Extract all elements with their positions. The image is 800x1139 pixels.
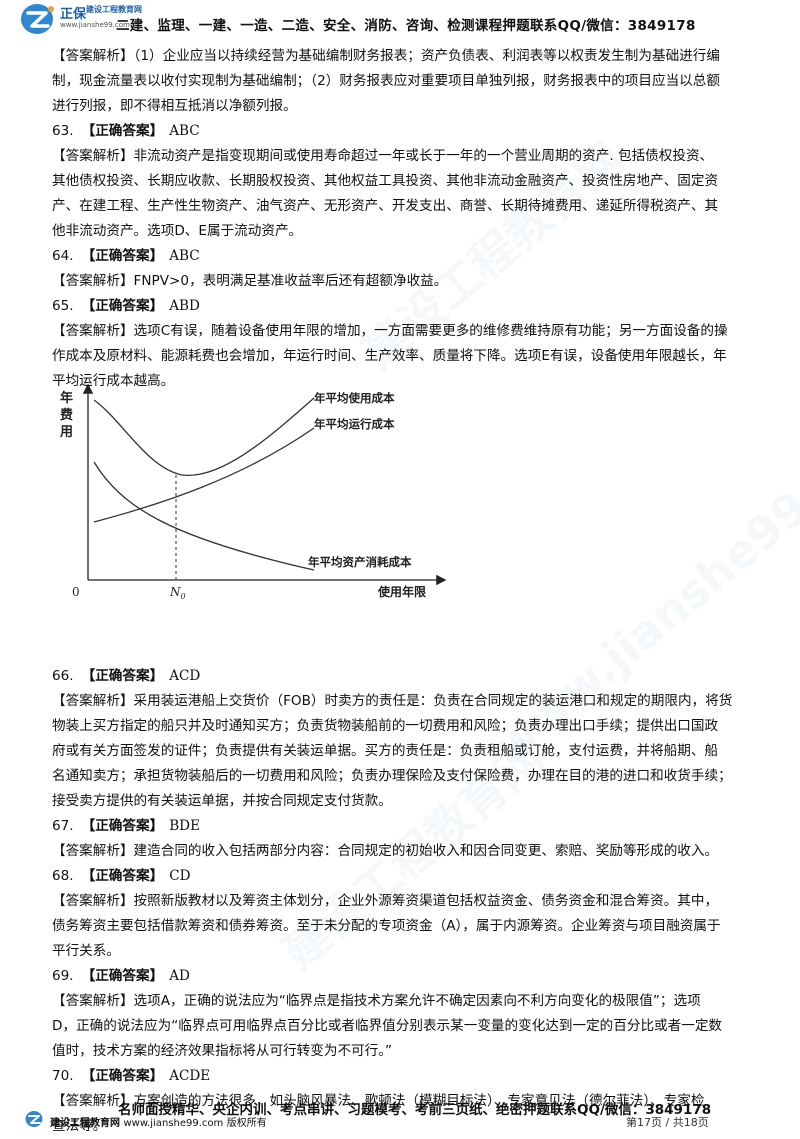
question-number: 67. bbox=[52, 818, 74, 834]
answer-label: 【正确答案】 bbox=[81, 968, 164, 984]
question-number: 70. bbox=[52, 1068, 74, 1084]
text-line: 他非流动资产。选项D、E属于流动资产。 bbox=[52, 223, 303, 239]
text-line: 产、在建工程、生产性生物资产、油气资产、无形资产、开发支出、商誉、长期待摊费用、… bbox=[52, 198, 719, 214]
answer-label: 【正确答案】 bbox=[81, 1068, 164, 1084]
origin-label: 0 bbox=[72, 585, 80, 599]
text-line: 制，现金流量表以收付实现制为基础编制；（2）财务报表应对重要项目单独列报，财务报… bbox=[52, 73, 720, 89]
question-number: 64. bbox=[52, 248, 74, 264]
answer-value: BDE bbox=[169, 818, 200, 834]
answer-value: ACD bbox=[169, 668, 201, 684]
brand-name: 正保 bbox=[60, 7, 87, 22]
page-number: 第17页 / 共18页 bbox=[626, 1116, 709, 1129]
header-contact-text: 二建、监理、一建、一造、二造、安全、消防、咨询、检测课程押题联系QQ/微信：38… bbox=[116, 18, 696, 34]
answer-label: 【正确答案】 bbox=[81, 868, 164, 884]
text-line: 查法等。 bbox=[52, 1118, 107, 1134]
text-line: 府或有关方面签发的证件；负责提供有关装运单据。买方的责任是：负责租船或订舱，支付… bbox=[52, 743, 719, 759]
y-axis-label-char: 年 bbox=[60, 390, 73, 406]
brand-subtitle: 建设工程教育网 bbox=[86, 5, 142, 14]
n0-subscript: 0 bbox=[181, 592, 186, 601]
answer-label: 【正确答案】 bbox=[81, 123, 164, 139]
text-line: 名通知卖方；承担货物装船后的一切费用和风险；负责办理保险及支付保险费，办理在目的… bbox=[52, 768, 732, 784]
question-68-answer: 68. 【正确答案】 CD bbox=[52, 864, 757, 889]
text-line: 接受卖方提供的有关装运单据，并按合同规定支付货款。 bbox=[52, 793, 392, 809]
question-63-answer: 63. 【正确答案】 ABC bbox=[52, 119, 757, 144]
answer-value: CD bbox=[169, 868, 191, 884]
text-line: D，正确的说法应为“临界点可用临界点百分比或者临界值分别表示某一变量的变化达到一… bbox=[52, 1018, 723, 1034]
series-line-annual-depreciation-cost bbox=[93, 461, 315, 571]
footer-brand-name: 建设工程教育网 bbox=[50, 1118, 120, 1129]
text-line: 值时，技术方案的经济效果指标将从可行转变为不可行。” bbox=[52, 1043, 393, 1059]
intro-explanation: 【答案解析】（1）企业应当以持续经营为基础编制财务报表；资产负债表、利润表等以权… bbox=[52, 44, 757, 119]
y-axis-label: 年费用 bbox=[59, 390, 73, 440]
footer-logo-icon bbox=[25, 1111, 43, 1127]
footer-rights: 版权所有 bbox=[226, 1118, 267, 1129]
answer-value: AD bbox=[169, 968, 190, 984]
answer-label: 【正确答案】 bbox=[81, 248, 164, 264]
text-line: 【答案解析】（1）企业应当以持续经营为基础编制财务报表；资产负债表、利润表等以权… bbox=[52, 48, 720, 64]
n0-main: N bbox=[169, 585, 181, 599]
question-number: 65. bbox=[52, 298, 74, 314]
series-label-annual-depreciation-cost: 年平均资产消耗成本 bbox=[308, 555, 412, 569]
question-66-answer: 66. 【正确答案】 ACD bbox=[52, 664, 757, 689]
answer-value: ABC bbox=[169, 123, 200, 139]
page-header: 正保 建设工程教育网 www.jianshe99.com 二建、监理、一建、一造… bbox=[0, 0, 800, 44]
brand-url: www.jianshe99.com bbox=[60, 21, 130, 29]
question-number: 69. bbox=[52, 968, 74, 984]
answer-value: ABC bbox=[169, 248, 200, 264]
series-line-annual-operating-cost bbox=[93, 427, 315, 523]
y-axis-label-char: 用 bbox=[59, 425, 73, 440]
brand-logo-icon bbox=[21, 4, 54, 34]
text-line: 【答案解析】采用装运港船上交货价（FOB）时卖方的责任是：负责在合同规定的装运港… bbox=[52, 693, 733, 709]
answer-label: 【正确答案】 bbox=[81, 298, 164, 314]
text-line: 作成本及原材料、能源耗费也会增加，年运行时间、生产效率、质量将下降。选项E有误，… bbox=[52, 348, 727, 364]
text-line: 【答案解析】选项C有误，随着设备使用年限的增加，一方面需要更多的维修费维持原有功… bbox=[52, 323, 728, 339]
text-line: 【答案解析】选项A，正确的说法应为“临界点是指技术方案允许不确定因素向不利方向变… bbox=[52, 993, 701, 1009]
text-line: 【答案解析】建造合同的收入包括两部分内容：合同规定的初始收入和因合同变更、索赔、… bbox=[52, 843, 719, 859]
question-64-answer: 64. 【正确答案】 ABC bbox=[52, 244, 757, 269]
page-footer: 名师面授精华、央企内训、考点串讲、习题模考、考前三页纸、绝密押题联系QQ/微信：… bbox=[0, 1088, 800, 1132]
question-67-answer: 67. 【正确答案】 BDE bbox=[52, 814, 757, 839]
text-line: 【答案解析】按照新版教材以及筹资主体划分，企业外源筹资渠道包括权益资金、债务资金… bbox=[52, 893, 719, 909]
answer-value: ACDE bbox=[169, 1068, 211, 1084]
series-line-annual-use-cost bbox=[93, 397, 315, 476]
answer-content: 【答案解析】（1）企业应当以持续经营为基础编制财务报表；资产负债表、利润表等以权… bbox=[52, 44, 757, 1139]
question-69-answer: 69. 【正确答案】 AD bbox=[52, 964, 757, 989]
question-70-answer: 70. 【正确答案】 ACDE bbox=[52, 1064, 757, 1089]
text-line: 【答案解析】非流动资产是指变现期间或使用寿命超过一年或长于一年的一个营业周期的资… bbox=[52, 148, 714, 164]
x-axis-label: 使用年限 bbox=[377, 584, 426, 599]
y-axis-label-char: 费 bbox=[60, 407, 73, 423]
answer-label: 【正确答案】 bbox=[81, 818, 164, 834]
series-label-annual-use-cost: 年平均使用成本 bbox=[314, 391, 395, 405]
footer-contact-text: 名师面授精华、央企内训、考点串讲、习题模考、考前三页纸、绝密押题联系QQ/微信：… bbox=[118, 1102, 712, 1118]
question-number: 66. bbox=[52, 668, 74, 684]
text-line: 物装上买方指定的船只并及时通知买方；负责货物装船前的一切费用和风险；负责办理出口… bbox=[52, 718, 719, 734]
text-line: 平行关系。 bbox=[52, 943, 120, 959]
answer-value: ABD bbox=[169, 298, 200, 314]
text-line: 【答案解析】FNPV>0，表明满足基准收益率后还有超额净收益。 bbox=[52, 273, 448, 289]
n0-tick-label: N0 bbox=[169, 585, 186, 601]
answer-label: 【正确答案】 bbox=[81, 668, 164, 684]
series-label-annual-operating-cost: 年平均运行成本 bbox=[314, 417, 395, 431]
text-line: 债务筹资主要包括借款筹资和债券筹资。至于未分配的专项资金（A），属于内源筹资。企… bbox=[52, 918, 721, 934]
cost-curve-chart: 年费用 0 年平均使用成本 年平均运行成本 年平均资产消耗成本 N0 使用年限 bbox=[59, 383, 447, 601]
text-line: 【答案解析】方案创造的方法很多，如头脑风暴法、歌顿法（模糊目标法）、专家意见法（… bbox=[52, 1093, 705, 1109]
text-line: 其他债权投资、长期应收款、长期股权投资、其他权益工具投资、其他非流动金融资产、投… bbox=[52, 173, 719, 189]
text-line: 进行列报，即不得相互抵消以净额列报。 bbox=[52, 98, 297, 114]
footer-url: www.jianshe99.com bbox=[123, 1118, 224, 1129]
footer-brand: 建设工程教育网 www.jianshe99.com 版权所有 bbox=[50, 1114, 267, 1129]
question-number: 68. bbox=[52, 868, 74, 884]
question-65-answer: 65. 【正确答案】 ABD bbox=[52, 294, 757, 319]
question-number: 63. bbox=[52, 123, 74, 139]
text-line: 平均运行成本越高。 bbox=[52, 373, 175, 389]
